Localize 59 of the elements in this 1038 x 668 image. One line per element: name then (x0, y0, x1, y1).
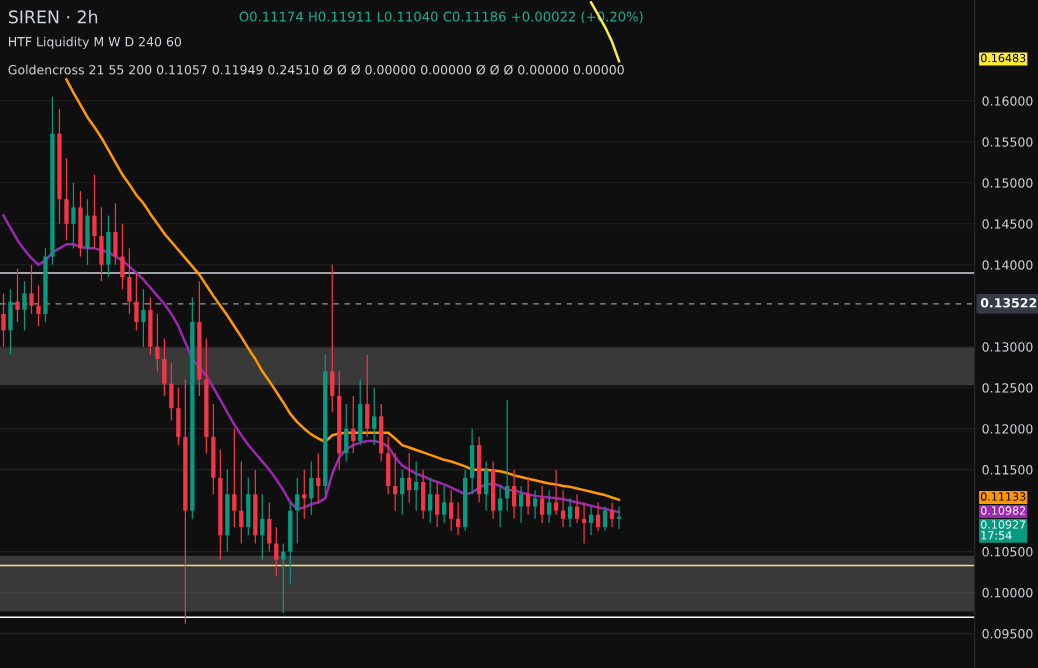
candlestick (553, 469, 559, 516)
text: 0.10982 (980, 506, 1026, 515)
y-tick-label: 0.09500 (982, 629, 1033, 639)
candlestick (602, 505, 608, 532)
candlestick (400, 469, 405, 516)
candlestick (260, 493, 265, 561)
candlestick (71, 182, 76, 249)
line-series (65, 78, 621, 501)
text: 0.16483 (980, 53, 1026, 63)
candlestick (428, 477, 433, 524)
candlestick (134, 272, 139, 331)
candlestick (574, 493, 580, 524)
candlestick (274, 526, 279, 577)
text: 0.11133 (980, 492, 1026, 501)
candlestick (141, 288, 146, 348)
candlestick (539, 485, 545, 524)
candlestick (435, 481, 440, 528)
candlestick (120, 223, 125, 290)
candlestick (372, 387, 377, 446)
candlestick (567, 497, 573, 528)
candlestick (92, 173, 97, 249)
y-tick-label: 0.15000 (982, 178, 1033, 188)
candlestick (511, 469, 517, 520)
candlestick (518, 485, 524, 524)
candlestick (29, 264, 34, 315)
chart-title: SIREN · 2h (8, 10, 98, 24)
candlestick (525, 477, 531, 516)
candlestick (309, 460, 314, 516)
candlestick (1, 292, 6, 348)
candlestick (532, 489, 538, 520)
candlestick (351, 395, 356, 454)
candlestick (22, 280, 27, 331)
candlestick (595, 501, 601, 532)
y-tick-label: 0.15500 (982, 137, 1033, 147)
candlestick (442, 485, 447, 524)
y-tick-label: 0.14500 (982, 219, 1033, 229)
y-tick-label: 0.12500 (982, 383, 1033, 393)
candlestick (155, 313, 160, 372)
candlestick (449, 489, 454, 532)
candlestick (504, 399, 510, 512)
candlestick (546, 489, 552, 524)
candlestick (497, 485, 503, 528)
candlestick (407, 452, 412, 504)
candlestick (239, 460, 244, 545)
annotation: HTF Liquidity M W D 240 60 (9, 36, 182, 49)
candlestick (232, 428, 237, 528)
y-tick-label: 0.14000 (982, 260, 1033, 270)
y-tick-label: 0.13000 (982, 342, 1033, 352)
ref-line-label: 0.13522 (980, 298, 1037, 308)
text: 0.10927 17:54 (980, 520, 1026, 540)
candlestick (15, 268, 20, 323)
y-tick-label: 0.16000 (982, 96, 1033, 106)
y-tick-label: 0.10000 (982, 588, 1033, 598)
candlestick (295, 477, 300, 545)
annotation: Goldencross 21 55 200 0.11057 0.11949 0.24510 Ø Ø Ø 0.00000 0.00000 Ø Ø Ø 0.00000 0.00000 (8, 64, 624, 75)
candlestick (36, 284, 41, 327)
y-tick-label: 0.10500 (982, 547, 1033, 557)
y-tick-label: 0.12000 (982, 424, 1033, 434)
y-tick-label: 0.11500 (982, 465, 1033, 475)
